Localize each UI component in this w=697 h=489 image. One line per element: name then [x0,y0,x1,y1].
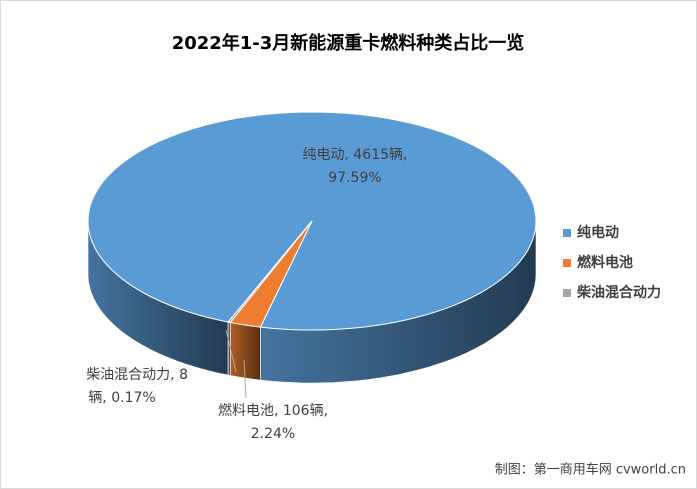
leader-line [225,329,237,373]
slice [227,220,313,323]
legend-swatch [563,229,571,237]
legend-swatch [563,289,571,297]
legend-swatch [563,259,571,267]
data-label: 97.59% [328,170,381,186]
source: 制图：第一商用车网 cvworld.cn [495,462,686,478]
data-label: 辆, 0.17% [88,390,155,406]
slice [229,220,313,328]
data-label: 纯电动, 4615辆, [303,147,408,163]
leader-line [243,359,247,399]
slice-side [230,322,261,381]
data-label: 柴油混合动力, 8 [86,367,188,383]
data-label: 燃料电池, 106辆, [218,402,328,419]
legend-label: 纯电动 [577,224,619,241]
legend-label: 柴油混合动力 [576,284,661,301]
data-label: 2.24% [251,426,295,442]
pie [87,111,537,384]
chart-title: 2022年1-3月新能源重卡燃料种类占比一览 [172,32,525,54]
legend-label: 燃料电池 [577,254,633,271]
